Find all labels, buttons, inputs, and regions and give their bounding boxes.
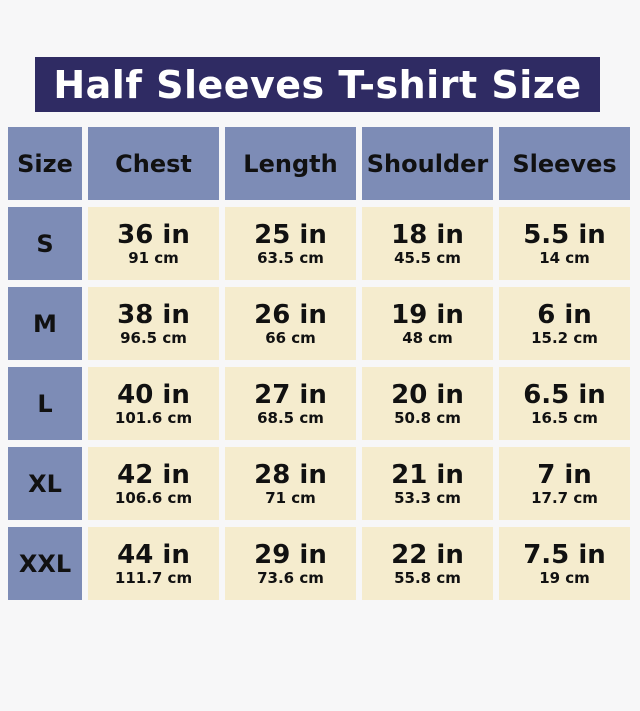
size-label: XXL bbox=[8, 527, 82, 600]
header-size: Size bbox=[8, 127, 82, 200]
inch-value: 20 in bbox=[391, 379, 464, 410]
table-cell: 18 in 45.5 cm bbox=[362, 207, 493, 280]
inch-value: 19 in bbox=[391, 299, 464, 330]
inch-value: 7.5 in bbox=[523, 539, 606, 570]
cm-value: 14 cm bbox=[539, 248, 590, 267]
table-cell: 40 in 101.6 cm bbox=[88, 367, 219, 440]
inch-value: 28 in bbox=[254, 459, 327, 490]
inch-value: 6 in bbox=[537, 299, 592, 330]
table-cell: 36 in 91 cm bbox=[88, 207, 219, 280]
cm-value: 106.6 cm bbox=[114, 488, 193, 507]
table-cell: 22 in 55.8 cm bbox=[362, 527, 493, 600]
table-cell: 21 in 53.3 cm bbox=[362, 447, 493, 520]
cm-value: 19 cm bbox=[539, 568, 590, 587]
header-chest: Chest bbox=[88, 127, 219, 200]
cm-value: 45.5 cm bbox=[394, 248, 461, 267]
inch-value: 38 in bbox=[117, 299, 190, 330]
inch-value: 18 in bbox=[391, 219, 464, 250]
table-cell: 20 in 50.8 cm bbox=[362, 367, 493, 440]
cm-value: 63.5 cm bbox=[257, 248, 324, 267]
cm-value: 73.6 cm bbox=[257, 568, 324, 587]
inch-value: 5.5 in bbox=[523, 219, 606, 250]
size-label: M bbox=[8, 287, 82, 360]
cm-value: 71 cm bbox=[265, 488, 316, 507]
table-cell: 29 in 73.6 cm bbox=[225, 527, 356, 600]
cm-value: 53.3 cm bbox=[394, 488, 461, 507]
table-cell: 27 in 68.5 cm bbox=[225, 367, 356, 440]
inch-value: 27 in bbox=[254, 379, 327, 410]
inch-value: 36 in bbox=[117, 219, 190, 250]
cm-value: 16.5 cm bbox=[531, 408, 598, 427]
inch-value: 42 in bbox=[117, 459, 190, 490]
table-cell: 19 in 48 cm bbox=[362, 287, 493, 360]
header-length: Length bbox=[225, 127, 356, 200]
inch-value: 22 in bbox=[391, 539, 464, 570]
header-sleeves: Sleeves bbox=[499, 127, 630, 200]
cm-value: 111.7 cm bbox=[114, 568, 193, 587]
size-label: XL bbox=[8, 447, 82, 520]
cm-value: 17.7 cm bbox=[531, 488, 598, 507]
inch-value: 29 in bbox=[254, 539, 327, 570]
inch-value: 26 in bbox=[254, 299, 327, 330]
table-cell: 5.5 in 14 cm bbox=[499, 207, 630, 280]
inch-value: 25 in bbox=[254, 219, 327, 250]
cm-value: 55.8 cm bbox=[394, 568, 461, 587]
cm-value: 91 cm bbox=[128, 248, 179, 267]
cm-value: 101.6 cm bbox=[114, 408, 193, 427]
table-cell: 44 in 111.7 cm bbox=[88, 527, 219, 600]
inch-value: 6.5 in bbox=[523, 379, 606, 410]
table-cell: 42 in 106.6 cm bbox=[88, 447, 219, 520]
header-shoulder: Shoulder bbox=[362, 127, 493, 200]
inch-value: 44 in bbox=[117, 539, 190, 570]
size-label: S bbox=[8, 207, 82, 280]
table-cell: 7 in 17.7 cm bbox=[499, 447, 630, 520]
cm-value: 15.2 cm bbox=[531, 328, 598, 347]
cm-value: 96.5 cm bbox=[120, 328, 187, 347]
table-cell: 6.5 in 16.5 cm bbox=[499, 367, 630, 440]
table-cell: 6 in 15.2 cm bbox=[499, 287, 630, 360]
cm-value: 66 cm bbox=[265, 328, 316, 347]
inch-value: 21 in bbox=[391, 459, 464, 490]
size-label: L bbox=[8, 367, 82, 440]
inch-value: 40 in bbox=[117, 379, 190, 410]
cm-value: 68.5 cm bbox=[257, 408, 324, 427]
table-cell: 25 in 63.5 cm bbox=[225, 207, 356, 280]
table-cell: 28 in 71 cm bbox=[225, 447, 356, 520]
table-cell: 7.5 in 19 cm bbox=[499, 527, 630, 600]
inch-value: 7 in bbox=[537, 459, 592, 490]
table-cell: 38 in 96.5 cm bbox=[88, 287, 219, 360]
cm-value: 50.8 cm bbox=[394, 408, 461, 427]
cm-value: 48 cm bbox=[402, 328, 453, 347]
page-title: Half Sleeves T-shirt Size bbox=[35, 57, 600, 112]
table-cell: 26 in 66 cm bbox=[225, 287, 356, 360]
